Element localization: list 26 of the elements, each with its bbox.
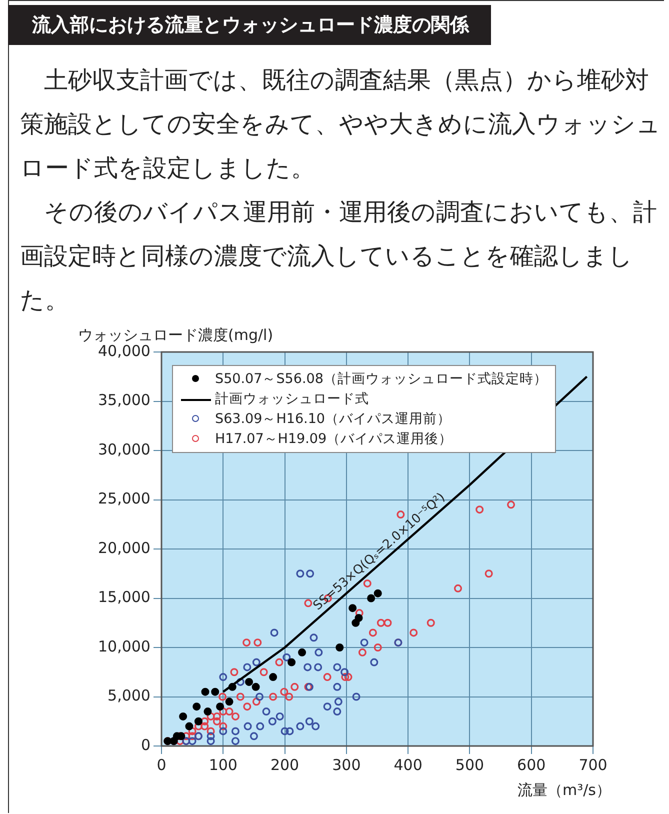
x-tick-label: 700: [578, 756, 608, 774]
y-tick-label: 20,000: [98, 538, 150, 557]
legend-label: H17.07～H19.09（バイパス運用後）: [215, 430, 453, 449]
y-tick-label: 15,000: [98, 588, 150, 606]
legend-label: S50.07～S56.08（計画ウォッシュロード式設定時）: [215, 370, 548, 389]
y-axis-title: ウォッシュロード濃度(mg/l): [78, 326, 274, 344]
x-tick-label: 400: [394, 756, 422, 774]
y-tick-label: 35,000: [98, 391, 150, 410]
y-tick-label: 40,000: [98, 342, 150, 360]
text: その後のバイパス運用前・運用後の調査においても、計画設定時と同様の濃度で流入していることを確認しました。: [20, 197, 658, 316]
y-tick-label: 10,000: [98, 637, 150, 656]
x-tick-label: 200: [270, 756, 300, 774]
chart-title: 流入部における流量とウォッシュロード濃度の関係: [8, 5, 491, 45]
y-tick-label: 25,000: [98, 490, 150, 508]
x-tick-label: 500: [455, 756, 484, 774]
y-tick-label: 0: [140, 736, 150, 754]
legend-label: 計画ウォッシュロード式: [215, 390, 369, 409]
x-tick-label: 600: [517, 756, 546, 774]
x-tick-label: 100: [208, 756, 238, 774]
y-tick-label: 30,000: [98, 440, 150, 458]
chart-subtitle: 土砂収支計画では、既往の調査結果（黒点）から堆砂対策施設としての安全をみて、やや大きめに流入ウォッシュロード式を設定しました。: [20, 65, 662, 184]
legend-label: S63.09～H16.10（バイパス運用前）: [215, 410, 452, 429]
x-axis-title: 流量（m³/s）: [518, 781, 611, 800]
x-tick-label: 300: [332, 756, 361, 774]
x-tick-label: 0: [156, 756, 166, 774]
y-tick-label: 5,000: [108, 686, 150, 705]
